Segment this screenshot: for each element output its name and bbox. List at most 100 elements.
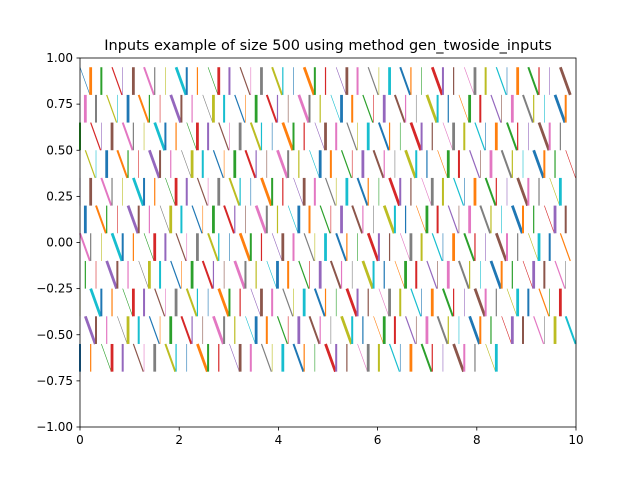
input-segment	[170, 260, 182, 289]
input-segment	[111, 67, 123, 96]
input-segment	[506, 122, 518, 151]
input-segment	[244, 149, 257, 179]
x-tick-label: 8	[473, 433, 481, 447]
input-segment	[490, 94, 502, 123]
input-segment	[340, 315, 353, 345]
input-segment	[537, 122, 551, 151]
input-segment	[388, 177, 401, 207]
input-segment	[522, 94, 534, 123]
input-segment	[271, 66, 284, 96]
input-segment	[223, 205, 235, 234]
y-tick-label: 0.75	[46, 97, 73, 111]
input-segment	[464, 67, 475, 96]
input-segment	[196, 177, 208, 206]
input-segment	[474, 122, 486, 151]
x-tick-label: 6	[374, 433, 382, 447]
input-segment	[431, 233, 443, 262]
input-segment	[479, 205, 492, 234]
chart-title: Inputs example of size 500 using method …	[104, 38, 552, 54]
input-segment	[175, 233, 187, 262]
input-segment	[516, 177, 529, 207]
input-segment	[554, 260, 566, 289]
input-segment	[164, 343, 177, 372]
input-segment	[293, 177, 304, 206]
input-segment	[528, 233, 539, 262]
input-segment	[207, 232, 219, 262]
input-segment	[282, 288, 294, 317]
input-segment	[458, 260, 470, 289]
input-segment	[511, 205, 524, 234]
input-segment	[361, 260, 375, 290]
x-tick-label: 2	[175, 433, 183, 447]
input-segment	[382, 205, 396, 234]
input-segment	[95, 205, 107, 234]
input-segment	[137, 94, 150, 123]
input-segment	[234, 94, 246, 123]
input-segment	[239, 67, 251, 96]
input-segment	[447, 205, 459, 234]
input-segment	[143, 66, 155, 96]
input-segment	[500, 149, 513, 179]
input-segment	[442, 288, 454, 317]
input-segment	[276, 149, 289, 179]
input-segment	[148, 316, 160, 345]
input-segment	[532, 149, 545, 179]
input-segment	[89, 288, 102, 317]
input-segment	[201, 260, 214, 289]
input-segment	[314, 122, 326, 151]
input-segment	[421, 177, 432, 206]
input-segment	[84, 315, 97, 345]
input-segment	[538, 288, 550, 317]
input-segment	[287, 205, 299, 234]
input-segment	[302, 66, 316, 96]
input-segment	[138, 260, 149, 289]
input-segment	[238, 232, 252, 262]
input-segment	[313, 288, 326, 317]
input-segment	[292, 343, 305, 372]
input-segment	[473, 288, 487, 317]
input-segment	[308, 315, 321, 345]
input-segment	[544, 205, 555, 234]
y-tick-label: 1.00	[46, 51, 73, 65]
input-segment	[202, 94, 213, 123]
input-segment	[121, 122, 134, 151]
input-segment	[356, 177, 369, 206]
input-segment	[154, 288, 166, 317]
input-segment	[559, 233, 571, 262]
input-segment	[389, 343, 401, 372]
input-segment	[153, 122, 166, 151]
input-segment	[346, 122, 358, 151]
input-segment	[410, 288, 422, 317]
input-segment	[233, 260, 247, 290]
input-segment	[377, 122, 390, 151]
input-segment	[265, 94, 278, 123]
input-segment	[105, 260, 118, 290]
input-segment	[217, 288, 231, 317]
input-segment	[335, 67, 347, 96]
input-segment	[399, 66, 412, 96]
input-segment	[212, 315, 225, 345]
x-tick-label: 4	[275, 433, 283, 447]
input-segment	[404, 149, 417, 179]
input-segment	[101, 343, 112, 372]
input-segment	[357, 343, 368, 372]
input-segment	[218, 122, 230, 151]
input-segment	[185, 288, 198, 317]
input-segment	[345, 288, 359, 317]
x-tick-label: 0	[76, 433, 84, 447]
input-segment	[260, 177, 273, 207]
input-segment	[409, 122, 423, 151]
input-segment	[90, 122, 102, 151]
input-segment	[484, 177, 497, 206]
input-segment	[564, 315, 577, 345]
input-segment	[196, 343, 209, 373]
input-segment	[533, 316, 545, 345]
input-segment	[228, 177, 241, 206]
input-segment	[116, 149, 129, 179]
input-segment	[495, 67, 507, 96]
input-segment	[367, 67, 379, 96]
input-segment	[250, 288, 261, 317]
input-segment	[180, 315, 193, 345]
input-segment	[340, 150, 353, 179]
y-tick-label: 0.50	[46, 143, 73, 157]
